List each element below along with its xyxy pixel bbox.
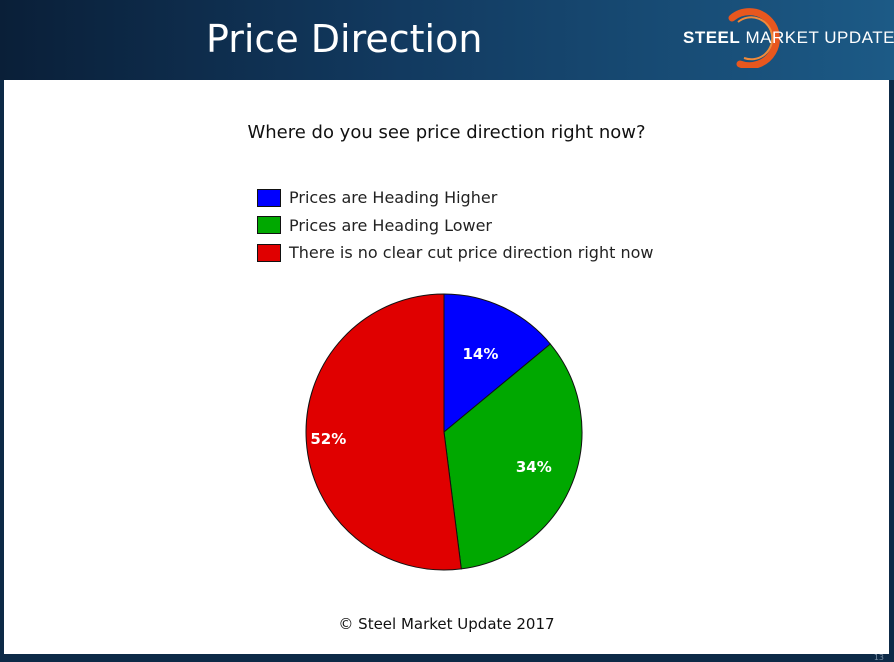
pie-label-lower: 34%	[516, 458, 552, 476]
logo-text: STEEL MARKET UPDATE	[683, 28, 894, 48]
legend-label-lower: Prices are Heading Lower	[289, 215, 493, 235]
chart-title: Where do you see price direction right n…	[247, 122, 646, 143]
logo-brand-bold: STEEL	[683, 28, 741, 47]
pie-chart: 14% 34% 52%	[305, 293, 583, 571]
steel-market-update-logo: STEEL MARKET UPDATE	[680, 6, 894, 72]
pie-slice-no-direction	[305, 293, 462, 571]
legend-swatch-lower	[257, 216, 281, 235]
slide-content: Where do you see price direction right n…	[4, 80, 889, 654]
legend-swatch-no-direction	[257, 243, 281, 262]
legend-label-no-direction: There is no clear cut price direction ri…	[289, 243, 654, 263]
slide-header: Price Direction STEEL MARKET UPDATE	[0, 0, 894, 80]
legend-swatch-higher	[257, 188, 281, 207]
legend-label-higher: Prices are Heading Higher	[289, 188, 498, 208]
copyright-footer: © Steel Market Update 2017	[338, 615, 555, 633]
legend-item-no-direction: There is no clear cut price direction ri…	[257, 239, 653, 267]
page-number: 13	[873, 653, 884, 662]
logo-brand-rest: MARKET UPDATE	[740, 28, 894, 47]
pie-label-no-direction: 52%	[310, 430, 346, 448]
legend-item-higher: Prices are Heading Higher	[257, 184, 653, 212]
pie-slice-lower	[443, 343, 583, 570]
slide-title: Price Direction	[206, 17, 483, 61]
logo-swoosh-icon	[728, 8, 780, 68]
chart-legend: Prices are Heading Higher Prices are Hea…	[257, 184, 653, 267]
pie-slice-higher	[443, 293, 552, 434]
legend-item-lower: Prices are Heading Lower	[257, 212, 653, 240]
pie-label-higher: 14%	[462, 345, 498, 363]
